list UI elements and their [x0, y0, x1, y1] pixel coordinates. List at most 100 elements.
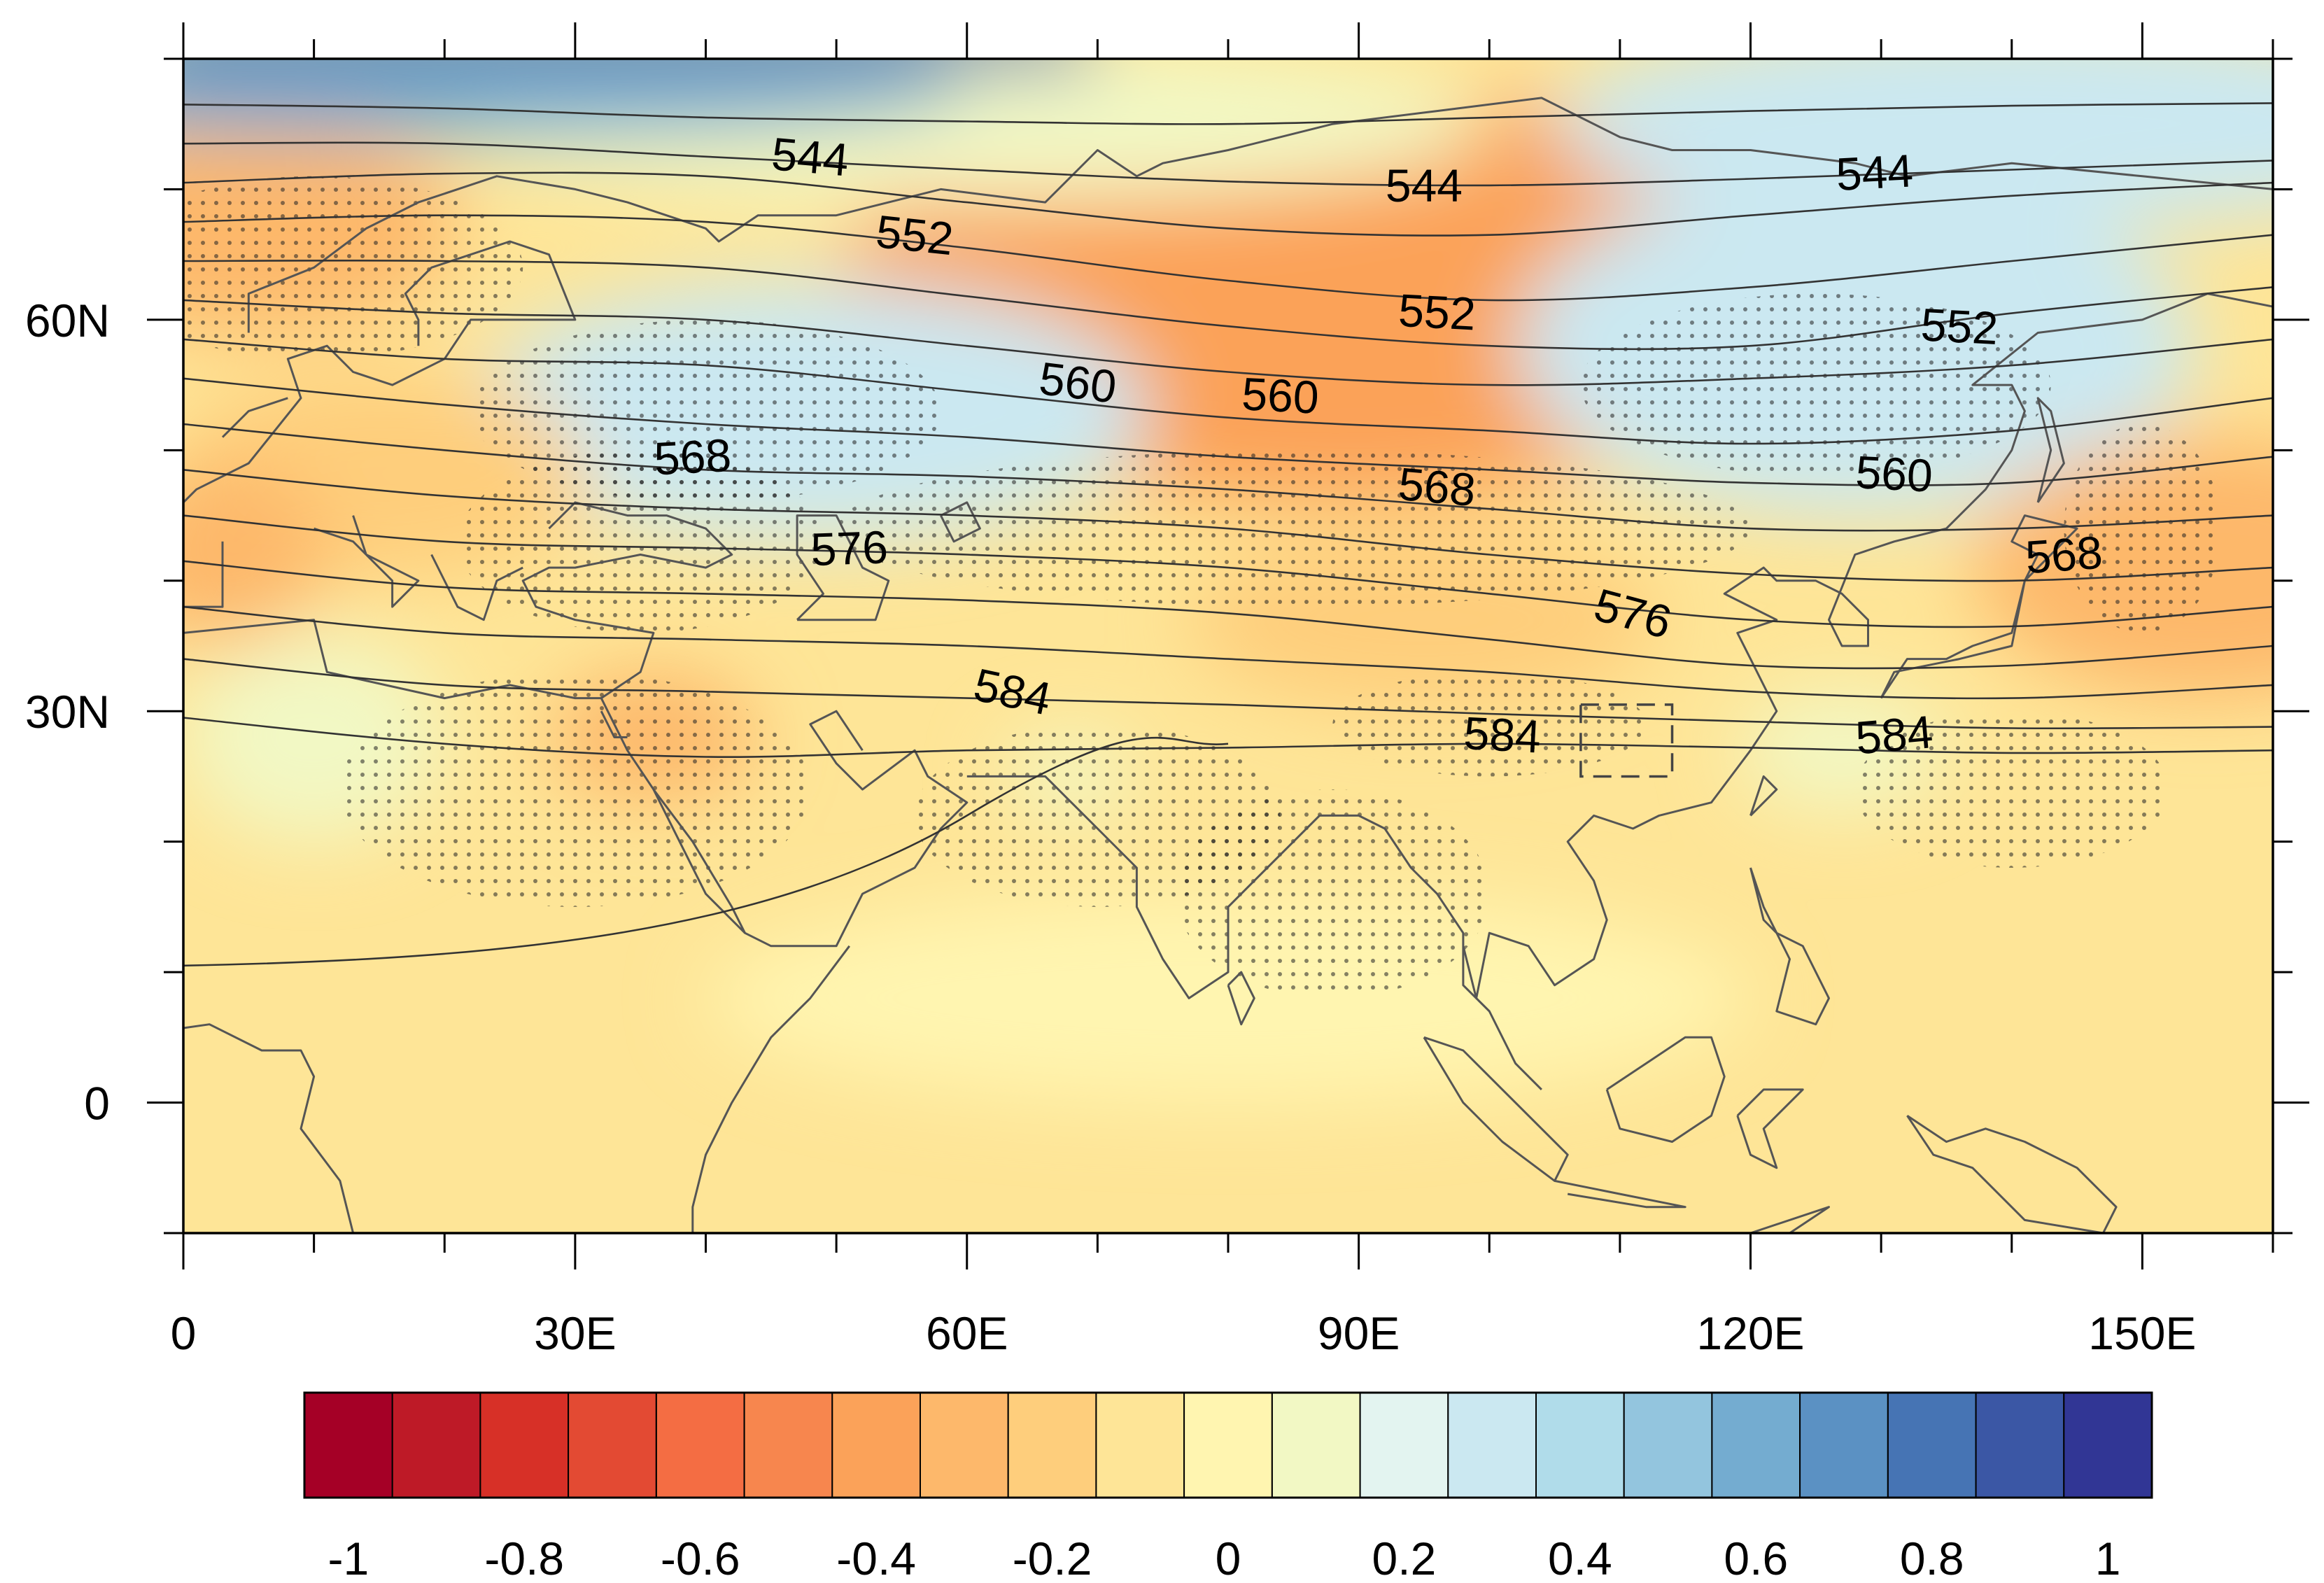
colorbar-tick-label: 1 — [2095, 1533, 2121, 1583]
colorbar-tick-labels: -1 -0.8 -0.6 -0.4 -0.2 0 0.2 0.4 0.6 0.8 1 — [328, 1533, 2121, 1583]
study-region-box — [1579, 703, 1674, 778]
colorbar-box — [391, 1392, 481, 1498]
contour-label: 584 — [1463, 707, 1542, 763]
x-tick-label: 150E — [2088, 1307, 2196, 1359]
anomaly-center-17 — [183, 59, 967, 137]
colorbar-tick-label: 0 — [1216, 1533, 1241, 1583]
height-contour-10 — [183, 514, 2273, 628]
y-tick-label: 0 — [84, 1078, 110, 1130]
coastline-8 — [600, 710, 628, 738]
coastlines — [183, 97, 2273, 1285]
contour-label: 560 — [1036, 352, 1119, 413]
height-contour-13 — [183, 658, 2273, 730]
contour-label-group-11: 568 — [2024, 526, 2104, 584]
contour-label: 544 — [1386, 160, 1463, 211]
contour-label: 560 — [1241, 367, 1321, 423]
contour-label-group-6: 560 — [1036, 352, 1119, 413]
contour-label: 584 — [1854, 705, 1935, 764]
coastline-10 — [691, 945, 850, 1233]
contour-label-group-12: 576 — [810, 521, 889, 575]
colorbar: -1 -0.8 -0.6 -0.4 -0.2 0 0.2 0.4 0.6 0.8 1 — [303, 1391, 2153, 1583]
coastline-11 — [183, 1023, 355, 1233]
contour-label-group-2: 544 — [1835, 144, 1915, 200]
colorbar-tick-label: -0.2 — [1013, 1533, 1092, 1583]
colorbar-box — [1007, 1392, 1097, 1498]
contour-label: 552 — [873, 205, 955, 265]
x-tick-label: 60E — [926, 1307, 1008, 1359]
map-panel: 544 544 544 552 552 552 560 560 560 568 568 568 576 5… — [25, 22, 2309, 1359]
x-tick-label: 120E — [1696, 1307, 1804, 1359]
colorbar-box — [568, 1392, 657, 1498]
coastline-22 — [1554, 1179, 1686, 1209]
stipple-region-7 — [1176, 789, 1490, 999]
y-tick-label: 60N — [25, 295, 110, 346]
contour-label-group-3: 552 — [873, 205, 955, 265]
colorbar-box — [743, 1392, 833, 1498]
coastline-27 — [771, 1259, 824, 1285]
coastline-13 — [940, 501, 981, 543]
stipple-region-4 — [1580, 293, 2051, 477]
contour-label: 544 — [770, 127, 851, 185]
coastline-26 — [1750, 1206, 1830, 1233]
anomaly-center-18 — [705, 894, 1751, 1103]
coastline-5 — [314, 515, 420, 608]
contour-label-group-10: 568 — [1397, 458, 1478, 516]
y-tick-label: 30N — [25, 686, 110, 738]
colorbar-box — [1183, 1392, 1273, 1498]
colorbar-boxes — [303, 1391, 2153, 1499]
contour-label: 568 — [2024, 526, 2104, 584]
coastline-14 — [966, 775, 1542, 1090]
height-contour-11 — [183, 560, 2273, 670]
colorbar-box — [1271, 1392, 1361, 1498]
contour-label-group-1: 544 — [1386, 160, 1463, 211]
latitude-labels: 60N 30N 0 — [25, 295, 110, 1130]
coastline-19 — [2036, 397, 2065, 503]
colorbar-tick-label: 0.4 — [1548, 1533, 1612, 1583]
colorbar-frame — [303, 1391, 2153, 1499]
contour-label-group-5: 552 — [1920, 298, 1999, 354]
anomaly-center-16 — [1554, 59, 2273, 229]
colorbar-box — [831, 1392, 922, 1498]
colorbar-box — [655, 1392, 745, 1498]
significance-stippling — [183, 176, 2221, 999]
colorbar-box — [304, 1392, 393, 1498]
stipple-region-3 — [836, 450, 1751, 607]
axis-ticks — [147, 22, 2309, 1269]
stipple-region-9 — [1854, 711, 2169, 868]
coastline-15 — [1227, 971, 1255, 1026]
contour-label-group-8: 560 — [1854, 446, 1934, 502]
contour-label: 576 — [810, 521, 889, 575]
coastline-0 — [183, 240, 577, 633]
colorbar-box — [479, 1392, 570, 1498]
contour-label: 552 — [1920, 298, 1999, 354]
x-tick-label: 0 — [171, 1307, 197, 1359]
colorbar-tick-label: -0.4 — [836, 1533, 916, 1583]
height-contour-8 — [183, 423, 2273, 532]
coastline-4 — [183, 501, 733, 700]
contour-label-group-7: 560 — [1241, 367, 1321, 423]
colorbar-box — [2063, 1392, 2153, 1498]
coastline-17 — [1749, 775, 1778, 817]
height-contour-9 — [183, 469, 2273, 582]
contour-label-group-9: 568 — [653, 429, 733, 485]
stipple-region-2 — [457, 450, 824, 633]
coastline-6 — [430, 554, 523, 621]
contour-label: 568 — [1397, 458, 1478, 516]
height-contour-7 — [183, 377, 2273, 486]
coastline-20 — [1749, 867, 1830, 1026]
contour-label-group-16: 584 — [1854, 705, 1935, 764]
anomaly-polar-strip — [183, 59, 1089, 66]
colorbar-box — [1359, 1392, 1449, 1498]
contour-label: 560 — [1854, 446, 1934, 502]
height-contour-6 — [183, 338, 2273, 445]
coastline-12 — [796, 514, 890, 621]
colorbar-tick-label: 0.8 — [1900, 1533, 1964, 1583]
colorbar-tick-label: 0.6 — [1724, 1533, 1788, 1583]
colorbar-tick-label: -0.6 — [661, 1533, 740, 1583]
contour-label-group-0: 544 — [770, 127, 851, 185]
height-contour-12 — [183, 605, 2273, 700]
colorbar-tick-label: -0.8 — [484, 1533, 564, 1583]
x-tick-label: 30E — [534, 1307, 616, 1359]
longitude-labels: 0 30E 60E 90E 120E 150E — [171, 1307, 2197, 1359]
